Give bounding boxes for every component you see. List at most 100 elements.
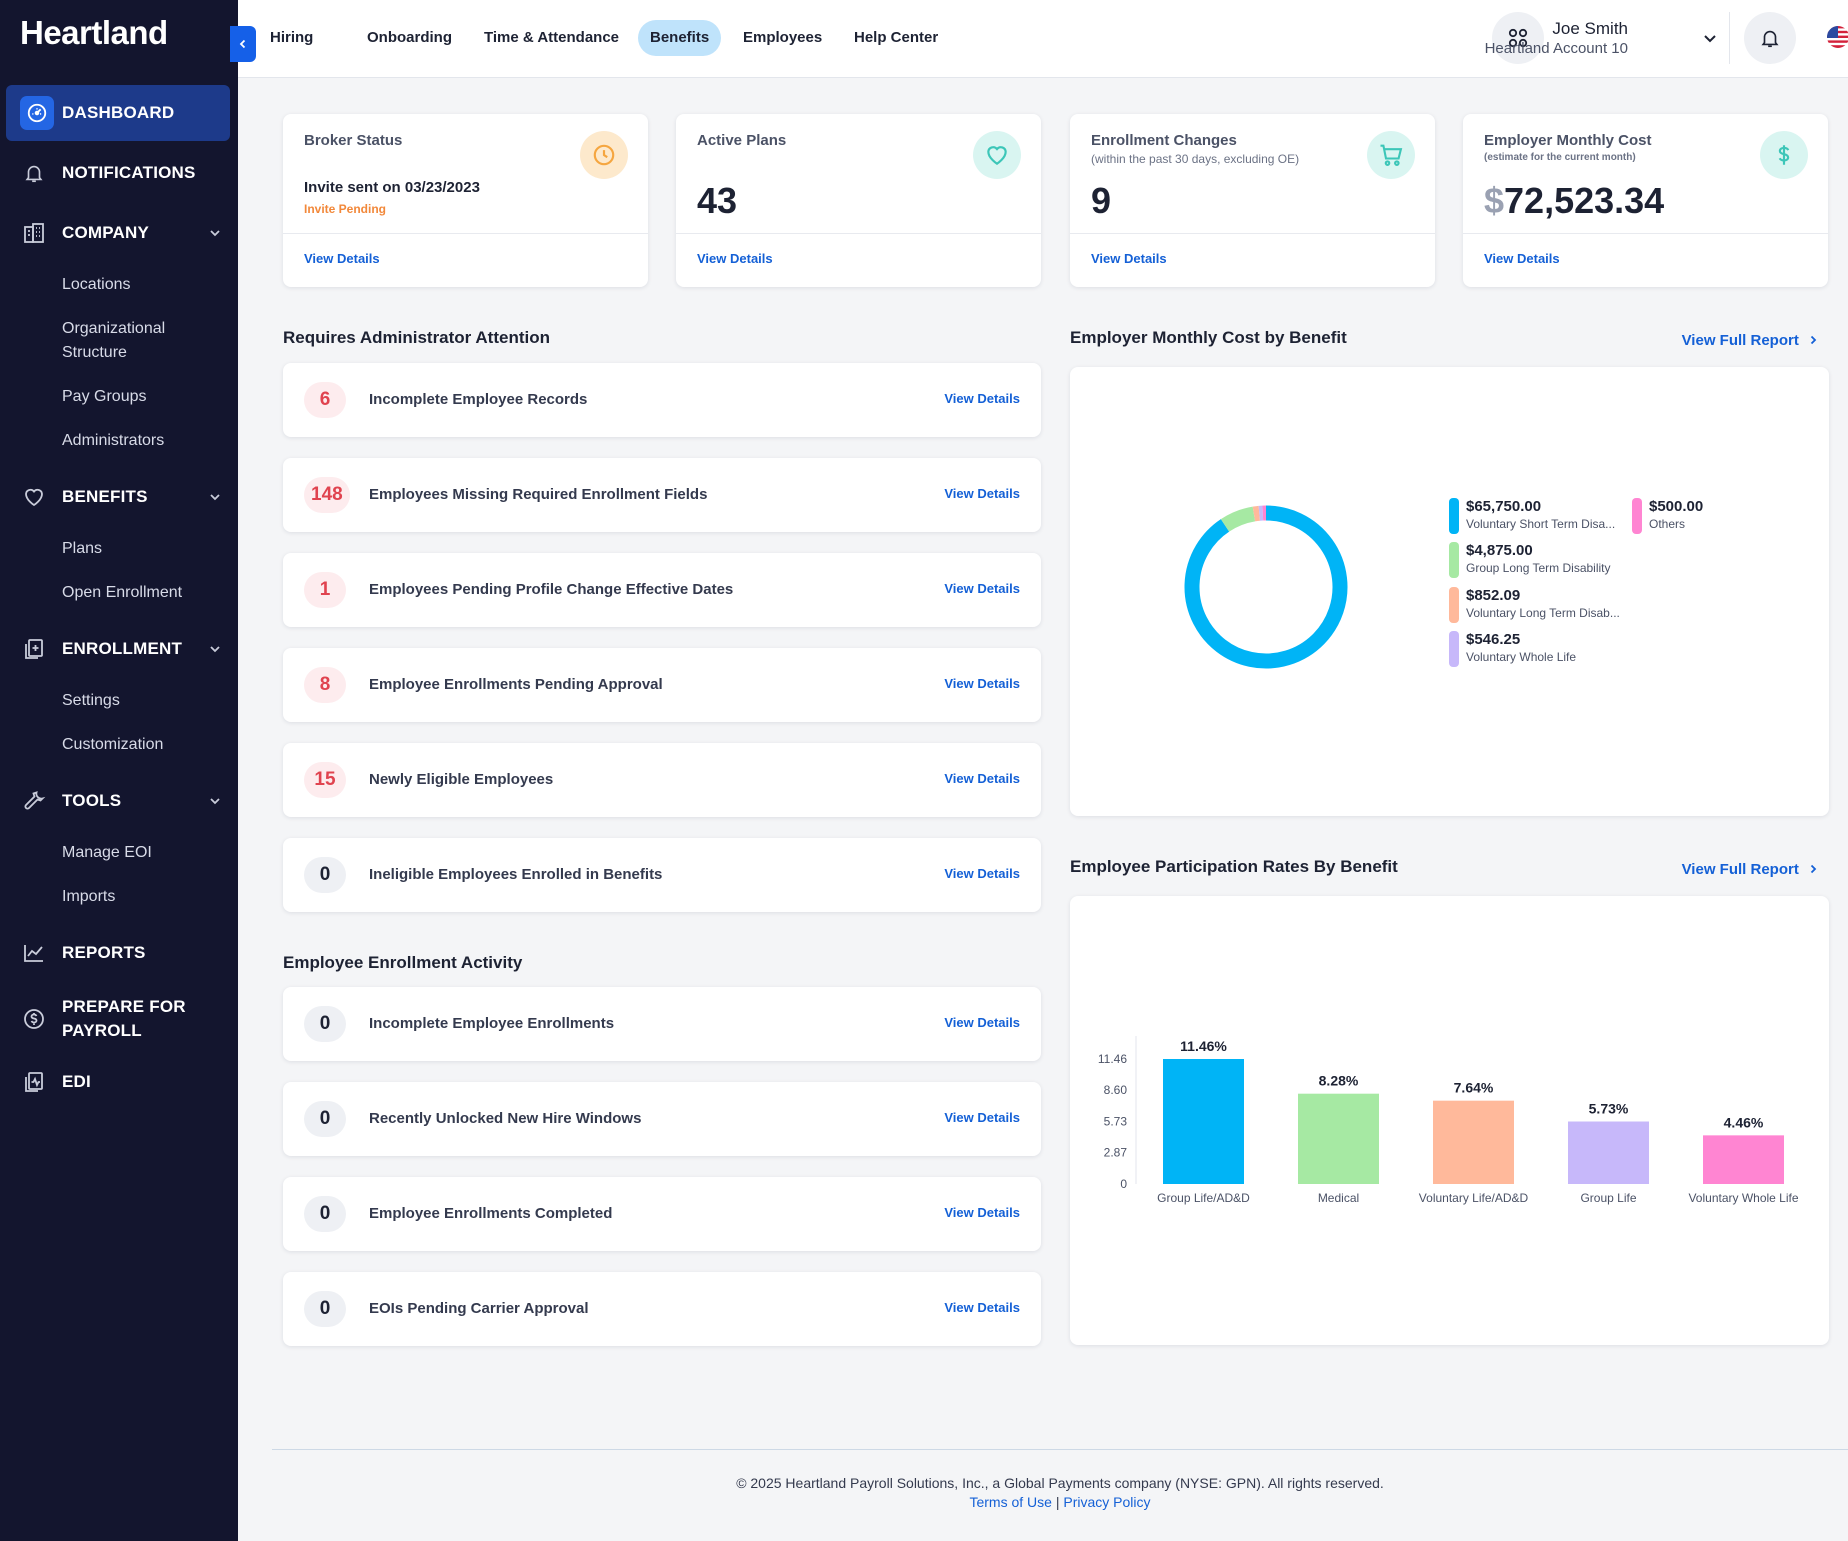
- task-row[interactable]: 1 Employees Pending Profile Change Effec…: [283, 553, 1041, 627]
- chevron-right-icon: [1810, 864, 1817, 874]
- cost-full-report-link[interactable]: View Full Report: [1682, 332, 1819, 349]
- topnav-benefits[interactable]: Benefits: [638, 20, 722, 56]
- chevron-left-icon: [239, 39, 246, 49]
- bar[interactable]: [1298, 1093, 1379, 1184]
- sidebar-item-open-enrollment[interactable]: Open Enrollment: [62, 584, 183, 601]
- card-title: Broker Status: [304, 132, 403, 149]
- task-label: Recently Unlocked New Hire Windows: [369, 1110, 642, 1127]
- donut-slice[interactable]: [1220, 506, 1256, 532]
- view-details-link[interactable]: View Details: [1484, 251, 1560, 266]
- bar[interactable]: [1163, 1059, 1244, 1184]
- sidebar-item-settings[interactable]: Settings: [62, 692, 120, 709]
- us-flag-icon[interactable]: [1827, 26, 1848, 48]
- notifications-button[interactable]: [1744, 12, 1796, 64]
- y-tick-label: 2.87: [1104, 1146, 1128, 1160]
- cart-icon: [1367, 131, 1415, 179]
- terms-of-use-link[interactable]: Terms of Use: [969, 1494, 1052, 1510]
- view-details-link[interactable]: View Details: [944, 391, 1020, 406]
- topnav-time-attendance[interactable]: Time & Attendance: [484, 29, 620, 46]
- card-subtitle: (within the past 30 days, excluding OE): [1091, 152, 1300, 166]
- task-row[interactable]: 148 Employees Missing Required Enrollmen…: [283, 458, 1041, 532]
- sidebar-item-locations[interactable]: Locations: [62, 276, 131, 293]
- sidebar-item-organizational-structure[interactable]: Organizational Structure: [62, 317, 165, 365]
- bar[interactable]: [1703, 1135, 1784, 1184]
- sidebar-item-edi[interactable]: EDI: [0, 1059, 238, 1105]
- bar[interactable]: [1433, 1100, 1514, 1184]
- sidebar-item-manage-eoi[interactable]: Manage EOI: [62, 844, 152, 861]
- donut-slice[interactable]: [1184, 505, 1348, 669]
- sidebar-item-customization[interactable]: Customization: [62, 736, 164, 753]
- sidebar-item-tools[interactable]: TOOLS: [0, 778, 238, 824]
- view-details-link[interactable]: View Details: [304, 251, 380, 266]
- view-details-link[interactable]: View Details: [944, 1205, 1020, 1220]
- heart-icon: [973, 131, 1021, 179]
- sidebar-item-company[interactable]: COMPANY: [0, 210, 238, 256]
- currency-symbol: $: [1484, 180, 1505, 221]
- sidebar-item-dashboard[interactable]: DASHBOARD: [6, 85, 230, 141]
- view-details-link[interactable]: View Details: [944, 1110, 1020, 1125]
- donut-slice[interactable]: [1252, 505, 1261, 522]
- topnav-onboarding[interactable]: Onboarding: [367, 29, 452, 46]
- sidebar-item-plans[interactable]: Plans: [62, 540, 103, 557]
- invite-sent-text: Invite sent on 03/23/2023: [304, 179, 480, 196]
- privacy-policy-link[interactable]: Privacy Policy: [1063, 1494, 1151, 1510]
- legend-value: $4,875.00: [1466, 542, 1533, 559]
- count-badge: 8: [304, 667, 346, 703]
- sidebar-item-reports[interactable]: REPORTS: [0, 930, 238, 976]
- collapse-sidebar-button[interactable]: [230, 26, 256, 62]
- view-details-link[interactable]: View Details: [944, 1300, 1020, 1315]
- view-details-link[interactable]: View Details: [944, 771, 1020, 786]
- apps-button[interactable]: [1492, 12, 1544, 64]
- view-details-link[interactable]: View Details: [944, 1015, 1020, 1030]
- task-label: Employee Enrollments Completed: [369, 1205, 613, 1222]
- task-row[interactable]: 0 Ineligible Employees Enrolled in Benef…: [283, 838, 1041, 912]
- count-badge: 0: [304, 1291, 346, 1327]
- topnav-employees[interactable]: Employees: [743, 29, 823, 46]
- view-details-link[interactable]: View Details: [944, 486, 1020, 501]
- task-row[interactable]: 0 EOIs Pending Carrier Approval View Det…: [283, 1272, 1041, 1346]
- view-details-link[interactable]: View Details: [697, 251, 773, 266]
- sidebar-item-administrators[interactable]: Administrators: [62, 432, 165, 449]
- invite-pending-status: Invite Pending: [304, 202, 387, 216]
- sidebar-label-notifications: NOTIFICATIONS: [62, 163, 196, 182]
- sidebar-item-prepare-for-payroll[interactable]: PREPARE FOR PAYROLL: [0, 994, 238, 1044]
- legend-label: Voluntary Whole Life: [1466, 650, 1577, 664]
- chevron-down-icon: [210, 230, 220, 237]
- heartland-logo[interactable]: Heartland: [20, 14, 168, 51]
- sidebar-label-tools: TOOLS: [62, 791, 122, 810]
- enrollment-changes-value: 9: [1091, 180, 1112, 221]
- view-details-link[interactable]: View Details: [944, 581, 1020, 596]
- sidebar-item-org-line1: Organizational: [62, 320, 166, 337]
- sidebar-label-benefits: BENEFITS: [62, 487, 148, 506]
- divider: [283, 233, 648, 234]
- document-pulse-icon: [20, 1068, 48, 1096]
- task-row[interactable]: 15 Newly Eligible Employees View Details: [283, 743, 1041, 817]
- task-label: Incomplete Employee Records: [369, 391, 588, 408]
- user-account[interactable]: Heartland Account 10: [1484, 40, 1628, 57]
- topnav-help-center[interactable]: Help Center: [854, 29, 939, 46]
- sidebar-item-pay-groups[interactable]: Pay Groups: [62, 388, 147, 405]
- enrollment-changes-card: Enrollment Changes (within the past 30 d…: [1070, 114, 1435, 287]
- bar[interactable]: [1568, 1121, 1649, 1185]
- dollar-circle-icon: [20, 1005, 48, 1033]
- chevron-down-icon[interactable]: [1702, 30, 1718, 46]
- view-details-link[interactable]: View Details: [1091, 251, 1167, 266]
- topnav-hiring[interactable]: Hiring: [270, 29, 314, 46]
- participation-full-report-link[interactable]: View Full Report: [1682, 861, 1819, 878]
- task-row[interactable]: 0 Recently Unlocked New Hire Windows Vie…: [283, 1082, 1041, 1156]
- legend-swatch: [1449, 631, 1459, 667]
- view-details-link[interactable]: View Details: [944, 866, 1020, 881]
- sidebar-item-notifications[interactable]: NOTIFICATIONS: [0, 150, 238, 196]
- task-row[interactable]: 0 Employee Enrollments Completed View De…: [283, 1177, 1041, 1251]
- broker-status-card: Broker Status Invite sent on 03/23/2023 …: [283, 114, 648, 287]
- task-row[interactable]: 6 Incomplete Employee Records View Detai…: [283, 363, 1041, 437]
- bar-data-label: 7.64%: [1454, 1080, 1494, 1096]
- sidebar-item-imports[interactable]: Imports: [62, 888, 116, 905]
- view-details-link[interactable]: View Details: [944, 676, 1020, 691]
- task-row[interactable]: 8 Employee Enrollments Pending Approval …: [283, 648, 1041, 722]
- task-row[interactable]: 0 Incomplete Employee Enrollments View D…: [283, 987, 1041, 1061]
- y-tick-label: 0: [1120, 1177, 1127, 1191]
- sidebar-item-benefits[interactable]: BENEFITS: [0, 474, 238, 520]
- sidebar-item-enrollment[interactable]: ENROLLMENT: [0, 626, 238, 672]
- user-name[interactable]: Joe Smith: [1552, 19, 1628, 38]
